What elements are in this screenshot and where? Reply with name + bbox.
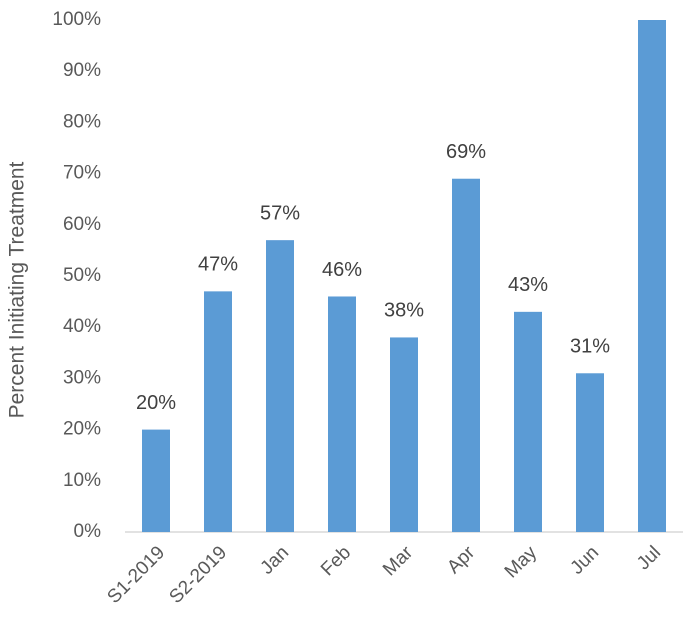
y-axis-title: Percent Initiating Treatment xyxy=(6,161,29,418)
value-label: 20% xyxy=(136,392,176,414)
value-label: 57% xyxy=(260,202,300,224)
y-tick-label: 10% xyxy=(63,470,101,491)
bar xyxy=(638,20,666,532)
x-tick-label: Mar xyxy=(379,542,417,580)
value-label: 31% xyxy=(570,336,610,358)
x-tick-label: S1-2019 xyxy=(103,542,169,608)
y-tick-label: 0% xyxy=(74,521,102,542)
y-tick-label: 20% xyxy=(63,419,101,440)
y-tick-label: 90% xyxy=(63,60,101,81)
value-label: 100% xyxy=(626,0,677,4)
x-tick-label: May xyxy=(501,542,542,583)
bar xyxy=(514,311,542,532)
x-tick-label: Apr xyxy=(443,542,479,578)
y-tick-label: 30% xyxy=(63,367,101,388)
y-tick-label: 60% xyxy=(63,214,101,235)
value-label: 69% xyxy=(446,141,486,163)
y-tick-label: 40% xyxy=(63,316,101,337)
bar xyxy=(328,296,356,532)
y-tick-label: 80% xyxy=(63,111,101,132)
bar xyxy=(142,429,170,532)
bar xyxy=(576,373,604,532)
value-label: 46% xyxy=(322,259,362,281)
x-tick-label: Jun xyxy=(567,542,604,579)
y-tick-label: 70% xyxy=(63,163,101,184)
bar xyxy=(390,337,418,532)
value-label: 38% xyxy=(384,300,424,322)
bar xyxy=(452,178,480,532)
x-tick-label: Feb xyxy=(317,542,355,580)
x-tick-label: Jul xyxy=(633,542,665,574)
value-label: 43% xyxy=(508,274,548,296)
bar xyxy=(204,291,232,532)
y-tick-label: 50% xyxy=(63,265,101,286)
x-tick-label: Jan xyxy=(257,542,294,579)
bar xyxy=(266,240,294,532)
x-tick-label: S2-2019 xyxy=(165,542,231,608)
value-label: 47% xyxy=(198,254,238,276)
y-tick-label: 100% xyxy=(52,9,101,30)
